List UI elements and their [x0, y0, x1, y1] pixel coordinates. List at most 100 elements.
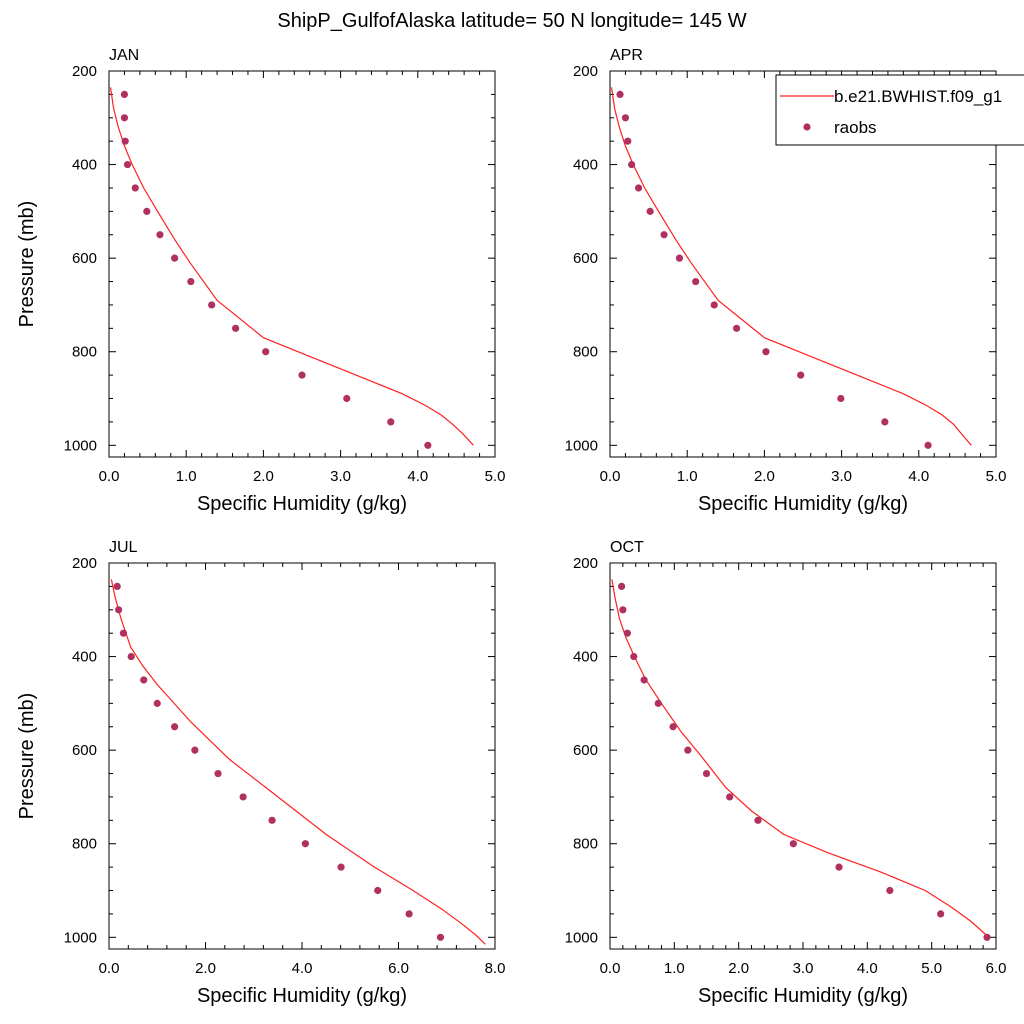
- x-tick-label: 2.0: [754, 468, 775, 485]
- raobs-point: [214, 769, 222, 778]
- raobs-point: [301, 840, 309, 848]
- panel-month-label: JAN: [109, 47, 139, 64]
- raobs-point: [654, 699, 662, 707]
- model-series-line: [109, 87, 474, 446]
- raobs-point: [405, 910, 413, 918]
- raobs-point: [646, 207, 654, 215]
- y-tick-label: 200: [72, 555, 97, 572]
- x-tick-label: 2.0: [195, 960, 216, 977]
- x-axis-title: Specific Humidity (g/kg): [197, 985, 407, 1007]
- raobs-point: [789, 840, 797, 848]
- y-tick-label: 800: [72, 836, 97, 853]
- x-tick-label: 8.0: [485, 960, 506, 977]
- raobs-point: [343, 394, 351, 403]
- raobs-point: [187, 277, 195, 286]
- x-tick-label: 1.0: [677, 468, 698, 485]
- raobs-point: [115, 606, 123, 614]
- raobs-point: [262, 348, 270, 356]
- x-tick-label: 1.0: [664, 960, 685, 977]
- raobs-point: [630, 652, 638, 661]
- x-tick-label: 3.0: [831, 468, 852, 485]
- panel-month-label: OCT: [610, 539, 644, 556]
- raobs-point: [628, 160, 636, 169]
- raobs-point: [374, 886, 382, 895]
- x-tick-label: 3.0: [793, 960, 814, 977]
- y-tick-label: 1000: [64, 929, 97, 946]
- model-series-line: [611, 579, 987, 936]
- y-tick-label: 200: [72, 63, 97, 80]
- y-tick-label: 400: [573, 649, 598, 666]
- legend-marker-swatch: [803, 123, 811, 131]
- y-tick-label: 1000: [565, 929, 598, 946]
- y-tick-label: 1000: [565, 437, 598, 454]
- plot-frame: [609, 70, 997, 458]
- plot-frame: [108, 70, 496, 458]
- raobs-point: [140, 676, 148, 684]
- raobs-point: [387, 418, 395, 426]
- y-tick-label: 600: [72, 742, 97, 759]
- raobs-point: [762, 348, 770, 356]
- raobs-point: [268, 816, 276, 824]
- raobs-point: [937, 910, 945, 918]
- raobs-point: [660, 231, 668, 239]
- x-tick-label: 0.0: [99, 468, 120, 485]
- y-tick-label: 1000: [64, 437, 97, 454]
- x-tick-label: 0.0: [99, 960, 120, 977]
- raobs-point: [983, 933, 991, 941]
- raobs-point: [669, 723, 677, 731]
- raobs-point: [436, 933, 445, 941]
- raobs-point: [675, 254, 684, 262]
- raobs-point: [171, 254, 179, 262]
- raobs-point: [684, 746, 692, 754]
- x-tick-label: 4.0: [857, 960, 878, 977]
- raobs-point: [232, 324, 240, 332]
- x-tick-label: 0.0: [600, 468, 621, 485]
- raobs-point: [702, 769, 711, 778]
- raobs-point: [881, 418, 889, 426]
- raobs-point: [797, 371, 805, 379]
- raobs-point: [692, 277, 700, 286]
- panel-month-label: JUL: [109, 539, 138, 556]
- raobs-point: [710, 301, 718, 309]
- raobs-point: [733, 324, 741, 332]
- y-tick-label: 800: [72, 344, 97, 361]
- x-tick-label: 4.0: [908, 468, 929, 485]
- panel-apr: 0.0 1.0 2.0 3.0 4.0 5.0 200 400 600 800 1000 APR Spe…: [565, 47, 1007, 515]
- y-tick-label: 800: [573, 344, 598, 361]
- raobs-point: [153, 699, 161, 707]
- y-tick-label: 200: [573, 555, 598, 572]
- raobs-point: [120, 114, 129, 122]
- raobs-point: [131, 184, 139, 192]
- raobs-point: [143, 207, 151, 215]
- model-series-line: [610, 87, 972, 446]
- panel-jul: 0.0 2.0 4.0 6.0 8.0 200 400 600 800 1000 JUL Specif…: [16, 539, 505, 1007]
- raobs-point: [617, 582, 626, 590]
- legend-obs-label: raobs: [834, 118, 877, 137]
- raobs-point: [621, 114, 630, 122]
- raobs-point: [624, 137, 632, 145]
- legend-box: [775, 74, 1024, 146]
- raobs-point: [239, 793, 247, 801]
- y-tick-label: 400: [72, 649, 97, 666]
- plot-frame: [108, 562, 496, 950]
- x-tick-label: 1.0: [176, 468, 197, 485]
- raobs-point: [640, 676, 648, 684]
- y-axis-title: Pressure (mb): [16, 693, 38, 820]
- raobs-point: [619, 606, 627, 614]
- x-tick-label: 4.0: [407, 468, 428, 485]
- raobs-point: [191, 746, 199, 754]
- y-tick-label: 600: [72, 250, 97, 267]
- panel-jan: 0.0 1.0 2.0 3.0 4.0 5.0 200 400 600 800 1000 JAN Spe…: [16, 47, 505, 515]
- raobs-point: [835, 863, 843, 871]
- x-tick-label: 3.0: [330, 468, 351, 485]
- raobs-point: [298, 371, 306, 379]
- x-tick-label: 2.0: [253, 468, 274, 485]
- panel-month-label: APR: [610, 47, 643, 64]
- raobs-point: [119, 629, 128, 637]
- raobs-point: [424, 441, 432, 449]
- raobs-point: [123, 160, 132, 169]
- raobs-point: [121, 137, 129, 145]
- panel-oct: 0.0 1.0 2.0 3.0 4.0 5.0 6.0 200 400 600 800 1000 OCT…: [565, 539, 1007, 1007]
- x-tick-label: 5.0: [485, 468, 506, 485]
